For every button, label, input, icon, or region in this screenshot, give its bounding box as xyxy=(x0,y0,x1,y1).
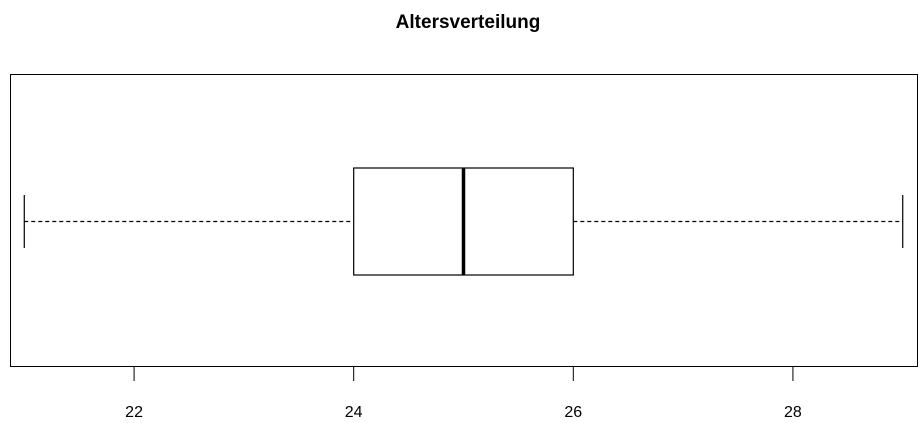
x-axis: 22 24 26 28 xyxy=(125,366,802,421)
x-tick-label: 24 xyxy=(345,404,363,421)
x-tick-label: 28 xyxy=(784,404,802,421)
boxplot-series xyxy=(23,167,904,276)
chart-title: Altersverteilung xyxy=(396,12,541,33)
x-tick-label: 22 xyxy=(125,404,143,421)
x-tick-label: 26 xyxy=(564,404,582,421)
